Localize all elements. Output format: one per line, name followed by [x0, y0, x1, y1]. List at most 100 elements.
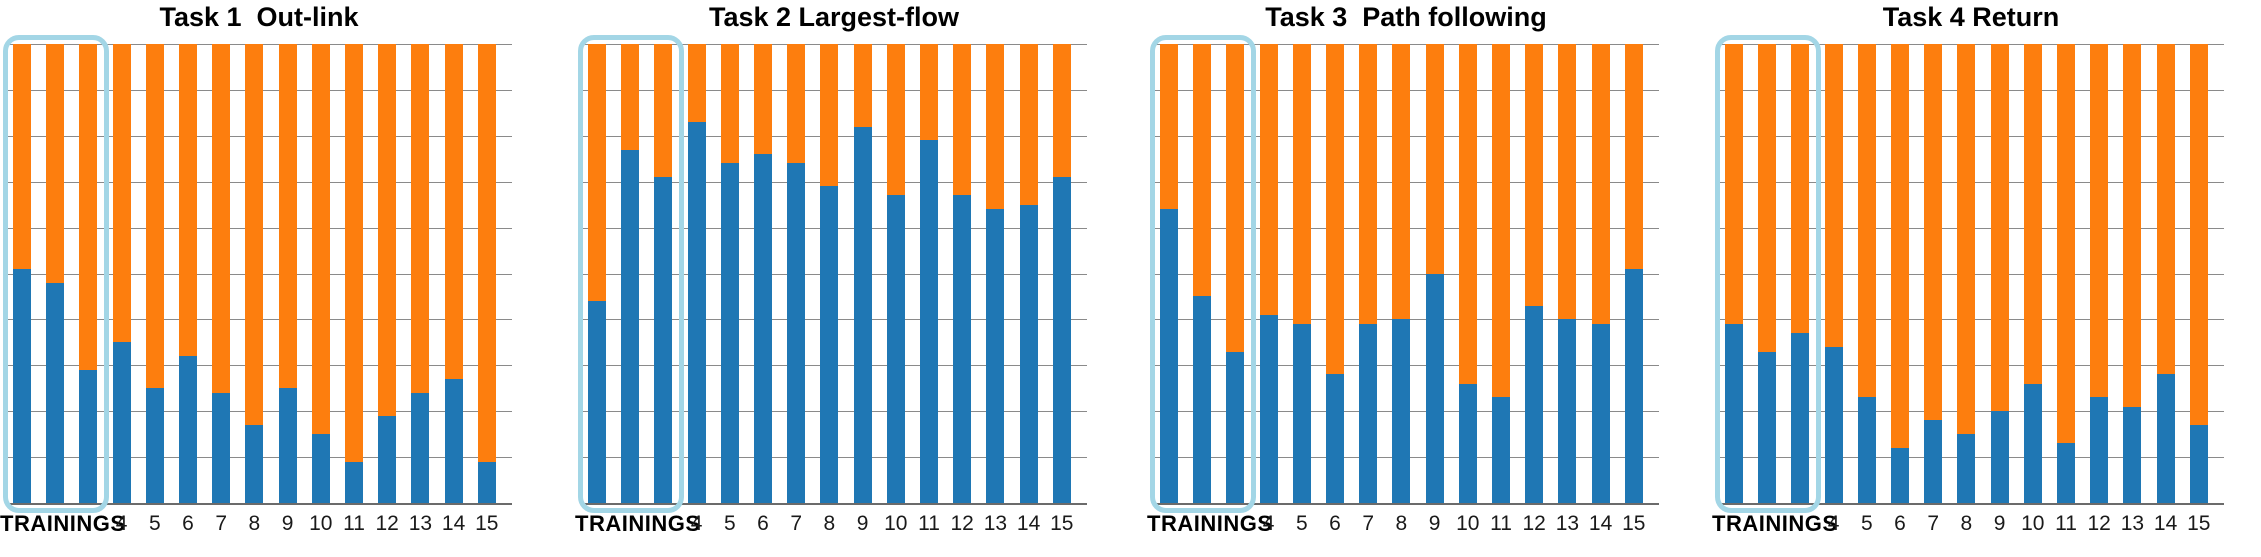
stacked-bar	[1292, 44, 1311, 503]
x-tick-label: 15	[1622, 512, 1646, 535]
stacked-bar	[2189, 44, 2208, 503]
bar-blue-segment	[311, 434, 330, 503]
bar-blue-segment	[1052, 177, 1071, 503]
stacked-bar	[754, 44, 772, 503]
x-tick-label: 10	[2021, 512, 2045, 535]
bar-orange-segment	[1591, 44, 1610, 324]
bar-blue-segment	[1492, 397, 1510, 503]
bar-blue-segment	[953, 195, 972, 503]
x-tick-label: 8	[823, 512, 836, 535]
bar-blue-segment	[1359, 324, 1378, 503]
x-tick-label: 9	[856, 512, 869, 535]
trainings-highlight-box	[3, 35, 109, 513]
bar-blue-segment	[853, 126, 872, 503]
x-tick-label: 15	[2187, 512, 2211, 535]
x-tick-label: 12	[2087, 512, 2111, 535]
bar-blue-segment	[212, 392, 231, 503]
stacked-bar	[1359, 44, 1378, 503]
stacked-bar	[853, 44, 872, 503]
x-tick-label: 11	[2055, 512, 2077, 535]
x-tick-label: 13	[2120, 512, 2145, 535]
bar-blue-segment	[278, 388, 297, 503]
bar-orange-segment	[378, 44, 397, 416]
x-tick-label: 11	[343, 512, 365, 535]
bar-blue-segment	[1160, 209, 1178, 503]
bar-orange-segment	[621, 44, 640, 150]
bar-orange-segment	[1824, 44, 1843, 347]
stacked-bar	[2057, 44, 2075, 503]
bar-blue-segment	[179, 356, 197, 503]
bar-blue-segment	[886, 195, 905, 503]
stacked-bar	[477, 44, 496, 503]
bar-blue-segment	[920, 140, 938, 503]
bar-blue-segment	[2189, 424, 2208, 503]
stacked-bar	[1226, 44, 1245, 503]
bar-blue-segment	[46, 282, 65, 503]
stacked-bar	[920, 44, 938, 503]
bar-orange-segment	[477, 44, 496, 462]
bar-orange-segment	[1392, 44, 1411, 320]
x-tick-label: 12	[950, 512, 974, 535]
x-axis-line	[581, 503, 1087, 505]
x-tick-label: 14	[1016, 512, 1041, 535]
bar-blue-segment	[787, 163, 806, 503]
bar-orange-segment	[754, 44, 772, 155]
x-tick-label: 10	[1456, 512, 1480, 535]
stacked-bar	[1193, 44, 1212, 503]
bar-blue-segment	[1725, 324, 1743, 503]
x-tick-label: 10	[309, 512, 333, 535]
bar-blue-segment	[1326, 374, 1344, 503]
bar-orange-segment	[46, 44, 65, 283]
bar-orange-segment	[1857, 44, 1876, 398]
x-axis-labels-task1: TRAININGS 4 5 6 7 8 9 10 11 12 13 14 15	[0, 509, 565, 549]
stacked-bar	[79, 44, 98, 503]
stacked-bar	[1326, 44, 1344, 503]
x-tick-label: 9	[281, 512, 294, 535]
stacked-bar	[1160, 44, 1178, 503]
bar-orange-segment	[278, 44, 297, 389]
bar-orange-segment	[1791, 44, 1810, 334]
bar-orange-segment	[411, 44, 430, 393]
stacked-bar	[1758, 44, 1777, 503]
stacked-bar	[1891, 44, 1909, 503]
stacked-bar	[986, 44, 1005, 503]
x-tick-label: 6	[1329, 512, 1341, 535]
x-tick-label: 8	[1960, 512, 1973, 535]
x-tick-label: 14	[1588, 512, 1613, 535]
bar-orange-segment	[1957, 44, 1976, 435]
x-tick-label: 7	[1362, 512, 1375, 535]
bar-blue-segment	[145, 388, 164, 503]
bar-orange-segment	[311, 44, 330, 435]
bar-blue-segment	[444, 379, 463, 503]
bar-orange-segment	[212, 44, 231, 393]
bar-blue-segment	[1758, 351, 1777, 503]
bar-blue-segment	[79, 369, 98, 503]
trainings-label: TRAININGS	[1147, 511, 1273, 536]
chart-panel-task1: Task 1 Out-link TRAININGS 4 5 6 7 8 9 10 11 12 13…	[0, 0, 565, 557]
stacked-bar	[2156, 44, 2175, 503]
x-tick-label: 12	[375, 512, 399, 535]
bar-blue-segment	[1259, 314, 1278, 503]
bar-orange-segment	[654, 44, 673, 178]
bar-orange-segment	[2057, 44, 2075, 444]
x-tick-label: 8	[248, 512, 261, 535]
x-axis-line	[6, 503, 512, 505]
x-tick-label: 15	[475, 512, 499, 535]
x-axis-labels-task4: TRAININGS 4 5 6 7 8 9 10 11 12 13 14 15	[1695, 509, 2260, 549]
bar-blue-segment	[1425, 273, 1444, 503]
stacked-bar	[953, 44, 972, 503]
bar-blue-segment	[1591, 324, 1610, 503]
stacked-bar	[1824, 44, 1843, 503]
x-axis-labels-task2: TRAININGS 4 5 6 7 8 9 10 11 12 13 14 15	[565, 509, 1130, 549]
bar-blue-segment	[654, 177, 673, 503]
x-tick-label: 5	[1860, 512, 1873, 535]
stacked-bar	[1458, 44, 1477, 503]
x-tick-label: 5	[723, 512, 736, 535]
bar-blue-segment	[1558, 319, 1577, 503]
bar-blue-segment	[1990, 411, 2009, 503]
stacked-bar	[2023, 44, 2042, 503]
stacked-bar	[1525, 44, 1544, 503]
stacked-bar	[411, 44, 430, 503]
bar-orange-segment	[1924, 44, 1943, 421]
